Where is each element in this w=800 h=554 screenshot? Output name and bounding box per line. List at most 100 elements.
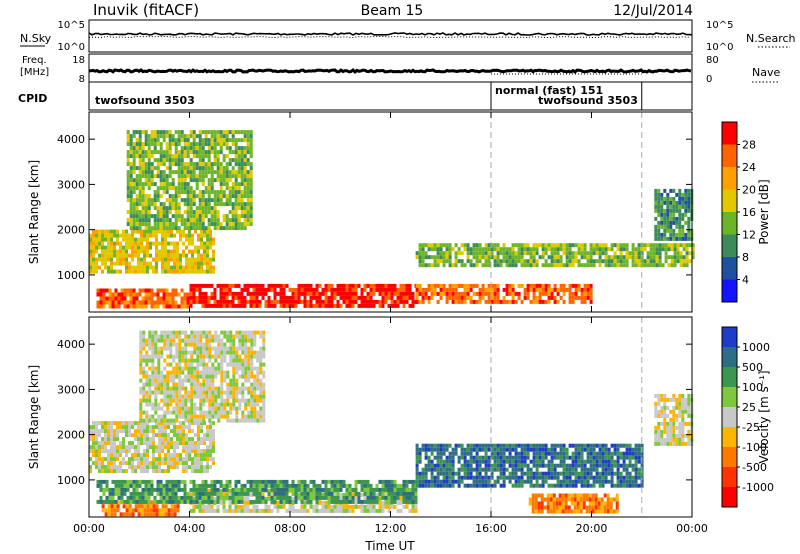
power-cell xyxy=(204,166,208,171)
power-cell xyxy=(654,200,658,205)
velocity-cell xyxy=(363,491,367,496)
velocity-cell xyxy=(170,504,174,509)
power-cell xyxy=(222,218,226,223)
power-cell xyxy=(649,247,653,252)
power-cell xyxy=(216,202,220,207)
velocity-cell xyxy=(571,451,575,456)
power-cell xyxy=(189,190,193,195)
velocity-cell xyxy=(607,451,611,456)
velocity-cell xyxy=(154,402,158,407)
power-cell xyxy=(134,241,137,246)
velocity-cell xyxy=(445,467,449,472)
velocity-cell xyxy=(183,491,187,496)
power-cell xyxy=(225,162,229,167)
power-cell xyxy=(162,300,166,305)
power-cell xyxy=(161,245,164,250)
power-cell xyxy=(194,261,197,266)
velocity-cell xyxy=(369,491,373,496)
velocity-cell xyxy=(538,475,542,480)
velocity-cell xyxy=(297,492,301,497)
power-cell xyxy=(216,166,220,171)
velocity-cell xyxy=(161,433,164,438)
velocity-cell xyxy=(164,512,168,517)
power-cell xyxy=(168,162,172,167)
power-cell xyxy=(583,291,587,296)
velocity-cell xyxy=(139,334,143,339)
velocity-cell xyxy=(201,504,205,509)
velocity-cell xyxy=(104,437,107,442)
velocity-cell xyxy=(203,433,206,438)
power-cell xyxy=(129,292,133,297)
power-cell xyxy=(216,303,220,308)
velocity-cell xyxy=(427,463,431,468)
velocity-cell xyxy=(499,451,503,456)
velocity-cell xyxy=(303,483,307,488)
power-cell xyxy=(183,154,187,159)
power-cell xyxy=(203,249,206,254)
velocity-cell xyxy=(631,467,635,472)
power-cell xyxy=(138,202,142,207)
power-cell xyxy=(669,204,673,209)
power-cell xyxy=(159,170,163,175)
power-cell xyxy=(107,253,110,258)
power-cell xyxy=(684,220,688,225)
power-cell xyxy=(673,255,677,260)
power-cell xyxy=(243,226,247,231)
power-cell xyxy=(402,295,406,300)
velocity-cell xyxy=(324,495,328,500)
power-cell xyxy=(240,206,244,211)
velocity-cell xyxy=(213,483,217,488)
power-cell xyxy=(678,236,682,241)
velocity-cell xyxy=(502,479,506,484)
velocity-cell xyxy=(276,491,280,496)
power-cell xyxy=(129,296,133,301)
velocity-cell xyxy=(460,463,464,468)
velocity-cell xyxy=(143,421,146,426)
velocity-cell xyxy=(189,495,193,500)
power-cell xyxy=(155,265,158,270)
power-cell xyxy=(682,263,686,268)
power-cell xyxy=(309,303,313,308)
power-cell xyxy=(532,295,536,300)
velocity-cell xyxy=(520,471,524,476)
velocity-cell xyxy=(237,487,241,492)
power-cell xyxy=(675,204,679,209)
power-cell xyxy=(577,251,581,256)
power-cell xyxy=(655,247,659,252)
velocity-cell xyxy=(156,499,160,504)
velocity-cell xyxy=(167,469,170,474)
velocity-cell xyxy=(164,441,167,446)
velocity-cell xyxy=(117,495,121,500)
velocity-cell xyxy=(487,443,491,448)
velocity-cell xyxy=(207,495,211,500)
power-cell xyxy=(556,243,560,248)
velocity-cell xyxy=(149,512,153,517)
velocity-cell xyxy=(324,504,328,509)
velocity-cell xyxy=(137,449,140,454)
velocity-cell xyxy=(198,500,202,505)
power-cell xyxy=(216,162,220,167)
power-cell xyxy=(225,295,229,300)
power-cell xyxy=(357,283,361,288)
power-cell xyxy=(117,300,121,305)
power-cell xyxy=(170,253,173,258)
power-cell xyxy=(102,296,106,301)
power-cell xyxy=(532,287,536,292)
power-cell xyxy=(430,283,434,288)
power-cell xyxy=(137,257,140,262)
power-cell xyxy=(249,174,253,179)
velocity-cell xyxy=(481,475,485,480)
power-cell xyxy=(252,287,256,292)
velocity-cell xyxy=(148,402,152,407)
power-cell xyxy=(604,255,608,260)
power-cell xyxy=(129,202,133,207)
velocity-cell xyxy=(131,508,135,513)
power-cell xyxy=(463,299,467,304)
velocity-cell xyxy=(183,499,187,504)
power-cell xyxy=(198,222,202,227)
power-cell xyxy=(219,287,223,292)
power-cell xyxy=(478,299,482,304)
velocity-cell xyxy=(466,443,470,448)
velocity-cell xyxy=(146,429,149,434)
power-cell xyxy=(604,243,608,248)
